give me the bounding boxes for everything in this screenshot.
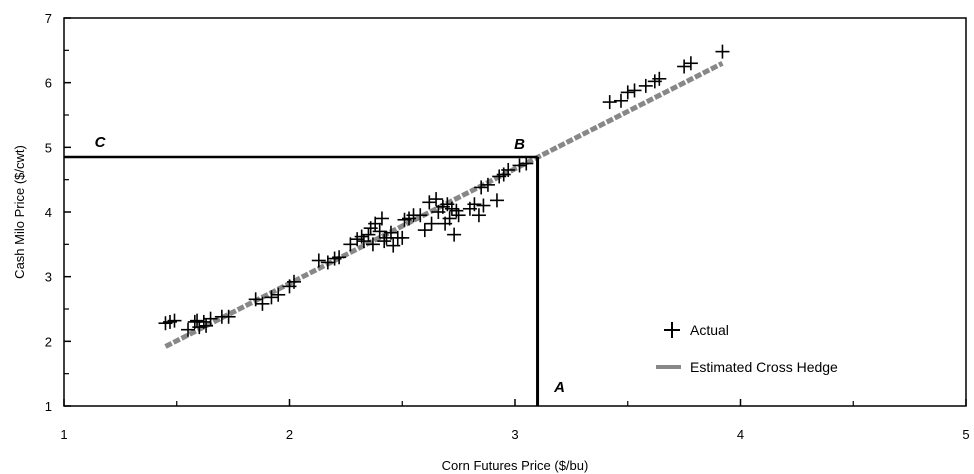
actual-point xyxy=(203,311,218,326)
actual-point xyxy=(181,322,196,337)
tick-labels: 1 2 3 4 5 1 2 3 4 5 6 7 xyxy=(45,11,970,442)
actual-point xyxy=(652,71,667,86)
actual-point xyxy=(167,313,182,328)
actual-series xyxy=(158,44,730,337)
actual-point xyxy=(512,158,527,173)
x-tick-label: 1 xyxy=(60,427,67,442)
legend: Actual Estimated Cross Hedge xyxy=(656,322,838,375)
annotation-b: B xyxy=(514,136,525,153)
actual-point xyxy=(332,250,347,265)
y-tick-label: 6 xyxy=(45,76,52,91)
legend-item-estimated: Estimated Cross Hedge xyxy=(656,359,838,375)
actual-point xyxy=(413,208,428,223)
axis-ticks xyxy=(63,17,967,407)
actual-point xyxy=(429,192,444,207)
y-tick-label: 3 xyxy=(45,270,52,285)
annotation-a: A xyxy=(553,379,565,396)
annotation-c: C xyxy=(95,134,107,151)
actual-point xyxy=(683,56,698,71)
y-tick-label: 1 xyxy=(45,399,52,414)
actual-point xyxy=(190,313,205,328)
legend-plus-marker xyxy=(664,322,680,338)
y-axis-title: Cash Milo Price ($/cwt) xyxy=(12,145,27,279)
y-tick-label: 2 xyxy=(45,334,52,349)
legend-label-actual: Actual xyxy=(690,322,729,338)
actual-point xyxy=(471,208,486,223)
actual-point xyxy=(361,227,376,242)
y-tick-label: 5 xyxy=(45,140,52,155)
actual-point xyxy=(476,198,491,213)
actual-point xyxy=(271,287,286,302)
actual-point xyxy=(451,208,466,223)
y-tick-label: 7 xyxy=(45,11,52,26)
actual-point xyxy=(447,227,462,242)
actual-point xyxy=(501,162,516,177)
actual-point xyxy=(467,197,482,212)
x-tick-label: 2 xyxy=(286,427,293,442)
actual-point xyxy=(386,238,401,253)
actual-point xyxy=(417,223,432,238)
x-tick-label: 3 xyxy=(511,427,518,442)
actual-point xyxy=(374,211,389,226)
plot-area xyxy=(63,17,967,407)
actual-point xyxy=(422,195,437,210)
actual-point xyxy=(287,274,302,289)
actual-point xyxy=(602,95,617,110)
actual-point xyxy=(395,230,410,245)
actual-point xyxy=(311,253,326,268)
actual-point xyxy=(255,296,270,311)
actual-point xyxy=(365,237,380,252)
x-tick-label: 4 xyxy=(737,427,744,442)
guide-lines xyxy=(64,155,540,406)
actual-point xyxy=(627,83,642,98)
actual-point xyxy=(372,224,387,239)
actual-point xyxy=(638,78,653,93)
actual-point xyxy=(474,180,489,195)
legend-label-estimated: Estimated Cross Hedge xyxy=(690,359,838,375)
actual-point xyxy=(221,309,236,324)
x-tick-label: 5 xyxy=(962,427,969,442)
actual-point xyxy=(677,59,692,74)
y-tick-label: 4 xyxy=(45,205,52,220)
actual-point xyxy=(613,93,628,108)
actual-point xyxy=(442,211,457,226)
legend-item-actual: Actual xyxy=(664,322,729,338)
actual-point xyxy=(264,290,279,305)
actual-point xyxy=(424,216,439,231)
actual-point xyxy=(620,85,635,100)
x-axis-title: Corn Futures Price ($/bu) xyxy=(442,458,589,473)
actual-point xyxy=(489,193,504,208)
actual-point xyxy=(377,234,392,249)
point-annotations: A B C xyxy=(95,134,565,396)
actual-point xyxy=(715,44,730,59)
actual-point xyxy=(480,177,495,192)
actual-point xyxy=(519,156,534,171)
actual-point xyxy=(199,318,214,333)
